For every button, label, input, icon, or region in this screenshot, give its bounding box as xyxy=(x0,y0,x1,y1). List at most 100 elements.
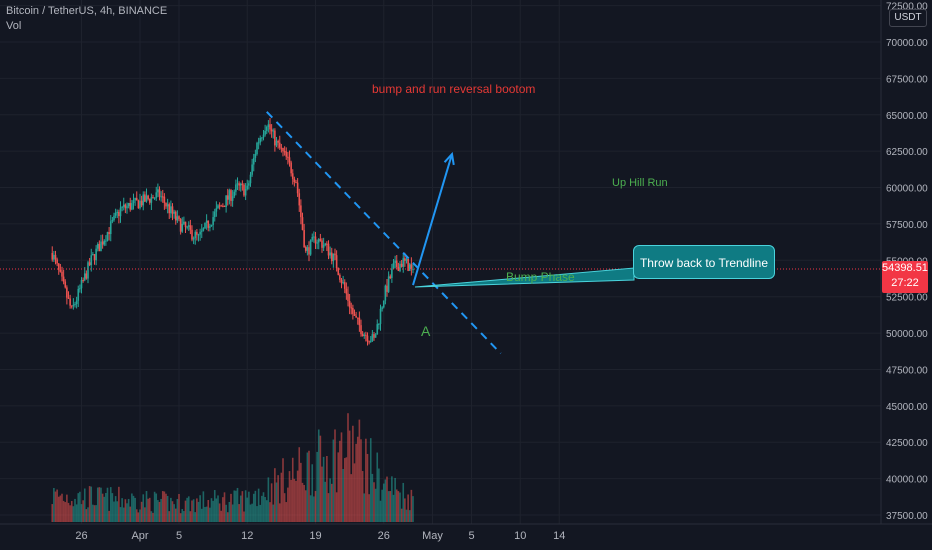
candle-body xyxy=(62,276,65,282)
volume-bar xyxy=(80,504,83,522)
volume-bar xyxy=(132,495,135,522)
volume-bar xyxy=(161,491,164,522)
volume-bar xyxy=(246,497,249,522)
candle-body xyxy=(163,196,166,203)
volume-bar xyxy=(53,487,55,522)
candle-body xyxy=(210,224,213,227)
volume-bar xyxy=(61,493,63,522)
volume-bar xyxy=(191,500,193,522)
candle-body xyxy=(72,304,75,306)
candle-body xyxy=(80,280,83,289)
volume-bar xyxy=(152,512,154,522)
time-axis[interactable]: 26 Apr 5 12 19 26 May 5 10 14 xyxy=(75,530,565,542)
bar-countdown: 27:22 xyxy=(891,277,919,290)
candle-body xyxy=(66,287,68,298)
candle-body xyxy=(87,262,89,279)
volume-bar xyxy=(205,506,208,522)
volume-bar xyxy=(105,492,107,522)
candle-body xyxy=(244,188,247,196)
volume-bar xyxy=(223,492,226,522)
volume-bar xyxy=(389,491,392,522)
candle-body xyxy=(261,137,263,139)
volume-bar xyxy=(262,492,265,522)
volume-bar xyxy=(303,484,305,522)
volume-bar xyxy=(178,494,180,522)
volume-bar xyxy=(170,497,172,522)
volume-bar xyxy=(356,436,359,522)
volume-bar xyxy=(314,491,317,522)
volume-bar xyxy=(231,504,234,522)
x-tick-label: 19 xyxy=(309,530,321,542)
candle-body xyxy=(304,247,307,251)
uphill-run-label[interactable]: Up Hill Run xyxy=(612,177,668,189)
candle-body xyxy=(222,205,224,207)
volume-bar xyxy=(108,510,110,522)
candle-body xyxy=(131,203,133,210)
volume-bar xyxy=(347,413,349,522)
volume-bar xyxy=(87,507,89,522)
candle-body xyxy=(392,262,395,269)
volume-bar xyxy=(241,491,244,522)
volume-bar xyxy=(395,489,398,522)
volume-bar xyxy=(95,505,97,522)
candle-body xyxy=(410,264,413,270)
volume-bar xyxy=(174,508,177,522)
price-axis[interactable]: 72500.00 70000.00 67500.00 65000.00 62500.00… xyxy=(886,2,928,522)
candle-body xyxy=(199,231,201,235)
candle-body xyxy=(101,241,104,245)
projection-arrow[interactable] xyxy=(412,151,455,286)
volume-bar xyxy=(147,498,149,522)
candle-body xyxy=(300,205,302,218)
volume-bar xyxy=(82,500,84,522)
volume-bar xyxy=(179,513,182,522)
chart-title-annotation[interactable]: bump and run reversal bootom xyxy=(372,82,536,96)
throwback-callout[interactable]: Throw back to Trendline xyxy=(633,245,775,279)
candle-body xyxy=(170,206,172,214)
trendline[interactable] xyxy=(266,111,502,355)
volume-bar xyxy=(166,495,169,522)
candle-body xyxy=(197,234,200,236)
volume-bar xyxy=(75,504,78,522)
label-a[interactable]: A xyxy=(421,323,431,339)
volume-bar xyxy=(337,452,340,522)
y-tick-label: 40000.00 xyxy=(886,475,928,486)
volume-bar xyxy=(163,491,166,522)
currency-badge[interactable]: USDT xyxy=(889,9,927,27)
candle-body xyxy=(280,147,283,149)
candle-body xyxy=(324,243,327,246)
candle-body xyxy=(207,220,210,228)
candle-body xyxy=(100,241,102,252)
volume-bar xyxy=(369,438,372,522)
candle-body xyxy=(241,183,244,185)
candle-body xyxy=(358,317,361,326)
volume-bar xyxy=(148,497,151,522)
candle-body xyxy=(109,221,112,235)
volume-bar xyxy=(277,475,279,522)
candle-body xyxy=(252,157,255,165)
candle-body xyxy=(397,266,400,272)
candle-body xyxy=(186,226,188,228)
volume-bar xyxy=(280,472,283,522)
candle-body xyxy=(339,274,341,280)
bump-phase-label[interactable]: Bump Phase xyxy=(506,270,575,284)
candle-body xyxy=(77,288,80,301)
candle-body xyxy=(373,334,375,338)
candle-body xyxy=(233,191,236,197)
volume-bar xyxy=(106,487,109,522)
volume-bar xyxy=(269,502,271,522)
volume-bar xyxy=(352,425,354,522)
arrow-shaft xyxy=(412,153,453,286)
candle-body xyxy=(313,236,315,238)
candle-body xyxy=(285,151,288,157)
candle-body xyxy=(59,269,62,272)
volume-bar xyxy=(79,491,81,522)
trendline-segment[interactable] xyxy=(266,111,502,355)
volume-bar xyxy=(329,478,331,522)
volume-bar xyxy=(126,503,128,522)
volume-bar xyxy=(278,503,281,522)
candle-body xyxy=(121,206,123,208)
candle-body xyxy=(83,273,86,281)
candle-body xyxy=(321,240,323,248)
volume-bar xyxy=(51,504,54,522)
